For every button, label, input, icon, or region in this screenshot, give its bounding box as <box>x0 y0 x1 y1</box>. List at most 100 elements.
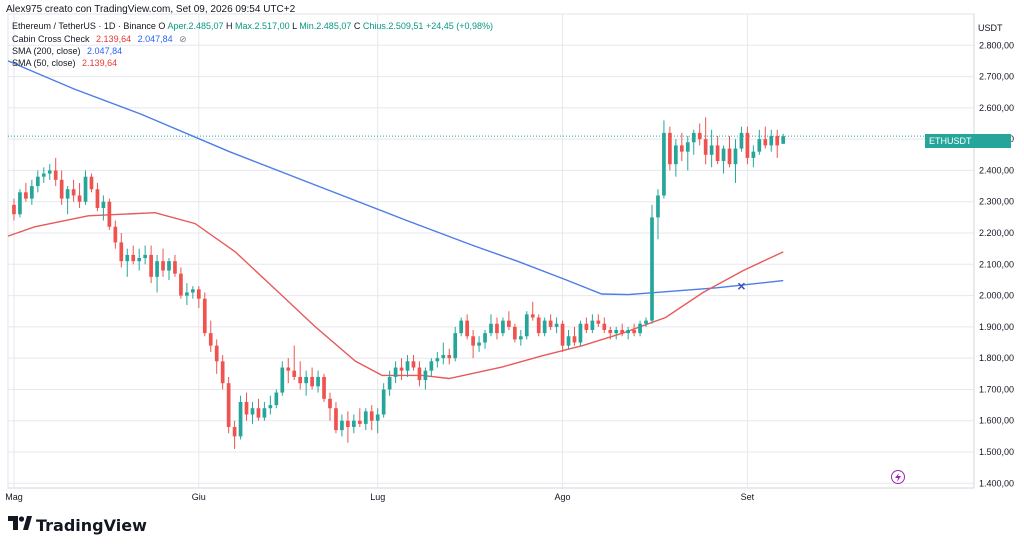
last-price-tag: ETHUSDT 2.509,51 <box>925 134 1011 160</box>
candle-body <box>495 323 499 334</box>
candle-body <box>328 398 332 409</box>
candle-body <box>226 383 231 427</box>
candle-body <box>638 323 642 334</box>
candle-body <box>89 176 94 190</box>
change-value: +24,45 (+0,98%) <box>425 21 493 31</box>
y-tick-label: 2.000,00 <box>979 291 1014 301</box>
candle-body <box>59 179 64 199</box>
candle-body <box>566 336 571 346</box>
candle-body <box>161 261 165 271</box>
candle-body <box>53 170 58 180</box>
symbol-line[interactable]: Ethereum / TetherUS · 1D · Binance <box>12 21 156 31</box>
candle-body <box>697 132 702 140</box>
candle-layer <box>12 117 786 449</box>
x-tick-label: Set <box>741 492 755 502</box>
sma200-line <box>7 60 784 296</box>
high-value: Max.2.517,00 <box>235 21 290 31</box>
y-tick-label: 2.300,00 <box>979 197 1014 207</box>
indicator-legend-2[interactable]: SMA (50, close) 2.139,64 <box>12 58 117 68</box>
candle-body <box>256 408 261 418</box>
indicator-value-1: 2.139,64 <box>82 58 118 68</box>
candle-body <box>155 261 159 277</box>
candle-body <box>24 192 28 199</box>
candle-body <box>745 132 750 158</box>
indicator-legend-0[interactable]: Cabin Cross Check 2.139,64 2.047,84 ⊘ <box>12 34 187 45</box>
cross-marker <box>737 282 745 290</box>
close-value: Chius.2.509,51 <box>362 21 424 31</box>
candle-body <box>83 176 88 202</box>
candle-body <box>131 254 136 262</box>
low-label: L <box>292 21 297 31</box>
candle-body <box>346 420 350 427</box>
candle-body <box>196 289 201 299</box>
candle-body <box>185 292 189 296</box>
lightning-icon[interactable] <box>891 470 905 484</box>
candle-body <box>214 345 219 362</box>
price-tag-value: 2.509,51 <box>929 150 965 160</box>
candle-body <box>524 314 529 337</box>
attribution: Alex975 creato con TradingView.com, Set … <box>6 4 296 15</box>
candle-body <box>71 189 76 196</box>
high-label: H <box>226 21 233 31</box>
candle-body <box>507 320 511 327</box>
candle-body <box>244 401 249 415</box>
candle-body <box>775 136 780 146</box>
candle-body <box>393 367 398 377</box>
candle-body <box>483 333 487 343</box>
candle-body <box>423 370 428 381</box>
y-tick-label: 1.600,00 <box>979 416 1014 426</box>
candle-body <box>65 189 70 199</box>
candle-body <box>453 333 458 359</box>
candle-body <box>733 148 738 165</box>
candle-body <box>352 420 356 427</box>
candle-body <box>274 392 279 406</box>
brand[interactable]: TradingView <box>8 515 147 535</box>
candle-body <box>363 411 368 424</box>
indicator-legend-1[interactable]: SMA (200, close) 2.047,84 <box>12 46 122 56</box>
indicator-value-2: 2.047,84 <box>137 34 173 44</box>
y-tick-label: 1.900,00 <box>979 322 1014 332</box>
axis-layer: 1.400,00 1.500,00 1.600,00 1.700,00 1.800,00… <box>5 40 1014 502</box>
candle-body <box>614 330 619 334</box>
candle-body <box>417 367 422 381</box>
candle-body <box>739 132 744 149</box>
candle-body <box>721 148 726 162</box>
candle-body <box>656 195 660 218</box>
candle-body <box>465 320 469 337</box>
candle-body <box>727 148 732 165</box>
candle-body <box>632 330 636 334</box>
candle-body <box>501 320 505 334</box>
candle-body <box>584 323 589 330</box>
candle-body <box>596 320 601 324</box>
close-label: C <box>353 21 361 31</box>
candle-body <box>202 298 207 334</box>
y-tick-label: 2.800,00 <box>979 40 1014 50</box>
y-tick-label: 1.800,00 <box>979 353 1014 363</box>
hide-icon[interactable]: ⊘ <box>179 34 187 44</box>
candle-body <box>334 408 338 431</box>
sma-layer <box>7 60 784 380</box>
candle-body <box>471 336 475 346</box>
low-value: Min.2.485,07 <box>299 21 352 31</box>
indicator-value-1: 2.047,84 <box>87 46 123 56</box>
candle-body <box>560 323 565 346</box>
indicator-label: SMA (200, close) <box>12 46 81 56</box>
y-tick-label: 2.600,00 <box>979 103 1014 113</box>
candle-body <box>381 389 386 415</box>
candle-body <box>781 136 786 144</box>
brand-name: TradingView <box>36 515 147 535</box>
candle-body <box>369 411 374 421</box>
candle-body <box>47 170 52 174</box>
candle-body <box>179 273 183 296</box>
y-tick-label: 1.700,00 <box>979 384 1014 394</box>
candle-body <box>77 195 82 202</box>
candle-body <box>30 186 34 199</box>
candle-body <box>113 226 118 243</box>
candle-body <box>262 408 267 418</box>
candle-body <box>626 330 630 334</box>
candle-body <box>650 217 654 321</box>
candle-body <box>18 192 22 215</box>
candle-body <box>590 320 595 330</box>
